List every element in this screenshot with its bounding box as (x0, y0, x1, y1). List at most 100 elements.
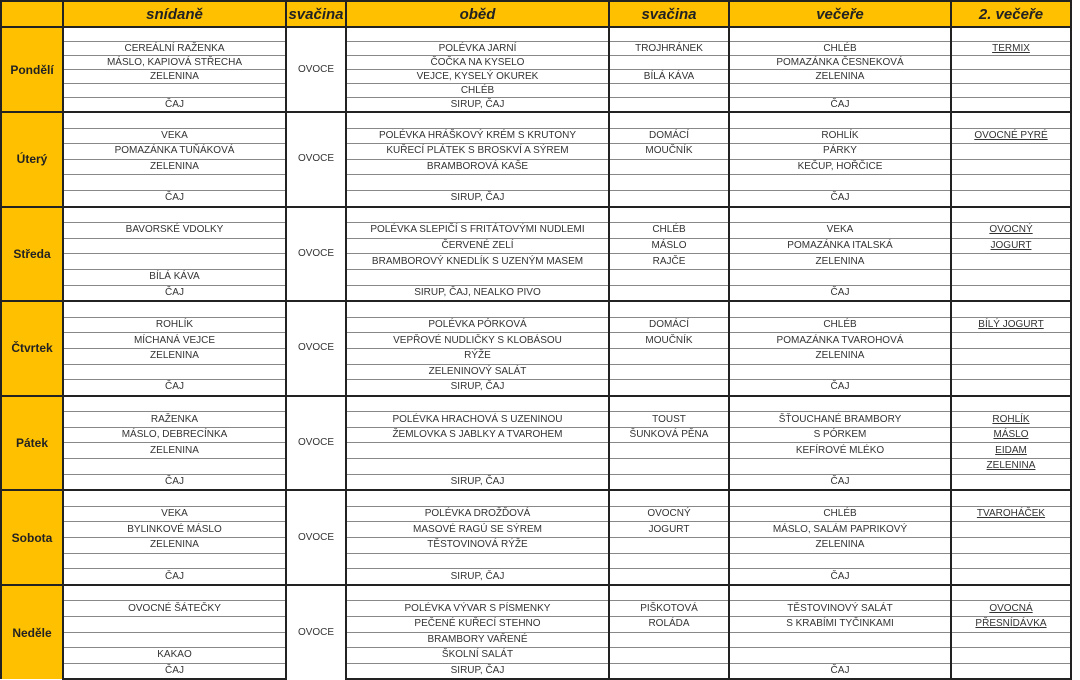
cell-lunch-text: BRAMBORY VAŘENÉ (427, 633, 528, 645)
cell-lunch: VEPŘOVÉ NUDLIČKY S KLOBÁSOU (345, 332, 610, 349)
table-row: ČERVENÉ ZELÍ MÁSLO POMAZÁNKA ITALSKÁ JOGURT (1, 237, 1072, 254)
cell-lunch-text: ŽEMLOVKA S JABLKY A TVAROHEM (392, 429, 563, 441)
cell-breakfast-text: ČAJ (165, 286, 184, 298)
cell-afternoon-snack (608, 26, 730, 42)
cell-breakfast-text: ČAJ (165, 381, 184, 393)
cell-second-dinner-text: PŘESNÍDÁVKA (975, 618, 1047, 630)
cell-morning-snack: OVOCE (285, 583, 347, 680)
cell-lunch: SIRUP, ČAJ (345, 473, 610, 491)
cell-second-dinner (950, 552, 1072, 569)
header-day (0, 0, 64, 28)
cell-dinner-text: S KRABÍMI TYČINKAMI (786, 618, 894, 630)
cell-second-dinner: JOGURT (950, 237, 1072, 254)
cell-dinner-text: ČAJ (830, 475, 850, 487)
day-label: Středa (0, 205, 64, 302)
cell-lunch (345, 300, 610, 318)
cell-breakfast-text: ČAJ (165, 192, 184, 204)
cell-second-dinner (950, 110, 1072, 129)
cell-lunch (345, 583, 610, 601)
cell-second-dinner (950, 174, 1072, 191)
cell-second-dinner (950, 97, 1072, 112)
cell-afternoon-snack (608, 583, 730, 601)
cell-dinner: KEFÍROVÉ MLÉKO (728, 442, 952, 459)
cell-second-dinner (950, 583, 1072, 601)
cell-dinner: PÁRKY (728, 143, 952, 160)
cell-second-dinner (950, 189, 1072, 207)
cell-breakfast-text: ZELENINA (150, 444, 199, 456)
header-lunch: oběd (345, 0, 610, 28)
cell-breakfast (62, 26, 287, 42)
cell-lunch: PEČENÉ KUŘECÍ STEHNO (345, 616, 610, 633)
header-row: snídaně svačina oběd svačina večeře 2. v… (0, 0, 1072, 28)
cell-dinner-text: ZELENINA (815, 255, 865, 267)
day-label: Neděle (0, 583, 64, 680)
header-dinner: večeře (728, 0, 952, 28)
cell-lunch: POLÉVKA PÓRKOVÁ (345, 316, 610, 333)
cell-second-dinner (950, 521, 1072, 538)
cell-second-dinner (950, 537, 1072, 554)
cell-afternoon-snack-text: PIŠKOTOVÁ (640, 602, 698, 614)
cell-afternoon-snack (608, 647, 730, 664)
cell-breakfast: MÁSLO, KAPIOVÁ STŘECHA (62, 55, 287, 70)
cell-breakfast (62, 458, 287, 475)
cell-lunch: SIRUP, ČAJ, NEALKO PIVO (345, 284, 610, 302)
cell-afternoon-snack: DOMÁCÍ (608, 316, 730, 333)
cell-breakfast-text: RAŽENKA (150, 413, 199, 425)
table-row: BRAMBOROVÝ KNEDLÍK S UZENÝM MASEM RAJČE ZE… (1, 253, 1072, 270)
cell-lunch (345, 458, 610, 475)
cell-breakfast: ČAJ (62, 568, 287, 585)
cell-second-dinner (950, 268, 1072, 286)
table-row: RAŽENKA POLÉVKA HRACHOVÁ S UZENINOU TOUST Š… (1, 411, 1072, 428)
cell-dinner-text: CHLÉB (823, 42, 857, 54)
cell-dinner (728, 363, 952, 380)
cell-breakfast-text: BYLINKOVÉ MÁSLO (127, 523, 222, 535)
cell-lunch: SIRUP, ČAJ (345, 662, 610, 680)
cell-lunch: ŠKOLNÍ SALÁT (345, 647, 610, 664)
cell-afternoon-snack: MOUČNÍK (608, 332, 730, 349)
cell-second-dinner: TVAROHÁČEK (950, 505, 1072, 522)
cell-lunch-text: POLÉVKA JARNÍ (438, 42, 517, 54)
day-label-text: Úterý (16, 152, 48, 167)
cell-afternoon-snack: MÁSLO (608, 237, 730, 254)
cell-dinner-text: VEKA (826, 224, 854, 236)
table-row (1, 174, 1072, 191)
cell-afternoon-snack (608, 379, 730, 396)
cell-afternoon-snack (608, 284, 730, 302)
table-row: Neděle OVOCE (0, 583, 1072, 680)
cell-dinner-text: CHLÉB (823, 508, 857, 520)
cell-breakfast: ZELENINA (62, 347, 287, 364)
cell-lunch: MASOVÉ RAGÚ SE SÝREM (345, 521, 610, 538)
cell-second-dinner (950, 647, 1072, 664)
cell-dinner: ČAJ (728, 379, 952, 396)
table-row: ZELENINA VEJCE, KYSELÝ OKUREK BÍLÁ KÁVA ZEL… (1, 69, 1072, 84)
cell-lunch: ČERVENÉ ZELÍ (345, 237, 610, 254)
cell-dinner-text: ČAJ (830, 286, 850, 298)
cell-second-dinner (950, 489, 1072, 507)
cell-dinner: TĚSTOVINOVÝ SALÁT (728, 600, 952, 617)
cell-afternoon-snack: TROJHRÁNEK (608, 41, 730, 56)
cell-breakfast: ČAJ (62, 284, 287, 302)
cell-dinner-text: S PÓRKEM (813, 429, 867, 441)
cell-afternoon-snack (608, 537, 730, 554)
cell-afternoon-snack (608, 97, 730, 112)
cell-dinner: S PÓRKEM (728, 426, 952, 443)
menu-body: Pondělí OVOCE CEREÁLNÍ RAŽENKA POLÉVKA JARN… (0, 26, 1072, 680)
cell-lunch: ČOČKA NA KYSELO (345, 55, 610, 70)
table-row: MÍCHANÁ VEJCE VEPŘOVÉ NUDLIČKY S KLOBÁSOU… (1, 332, 1072, 349)
cell-lunch-text: SIRUP, ČAJ (450, 475, 505, 487)
day-label-text: Čtvrtek (11, 341, 53, 356)
cell-afternoon-snack-text: ROLÁDA (648, 618, 690, 630)
cell-second-dinner: OVOCNÁ (950, 600, 1072, 617)
cell-second-dinner (950, 143, 1072, 160)
cell-lunch-text: ČERVENÉ ZELÍ (441, 240, 514, 252)
cell-lunch: POLÉVKA JARNÍ (345, 41, 610, 56)
cell-lunch: RÝŽE (345, 347, 610, 364)
cell-dinner-text: MÁSLO, SALÁM PAPRIKOVÝ (772, 523, 908, 535)
cell-afternoon-snack-text: BÍLÁ KÁVA (643, 70, 695, 82)
cell-afternoon-snack: MOUČNÍK (608, 143, 730, 160)
cell-dinner: ČAJ (728, 473, 952, 491)
cell-dinner: CHLÉB (728, 316, 952, 333)
cell-breakfast: POMAZÁNKA TUŇÁKOVÁ (62, 143, 287, 160)
cell-second-dinner (950, 158, 1072, 175)
